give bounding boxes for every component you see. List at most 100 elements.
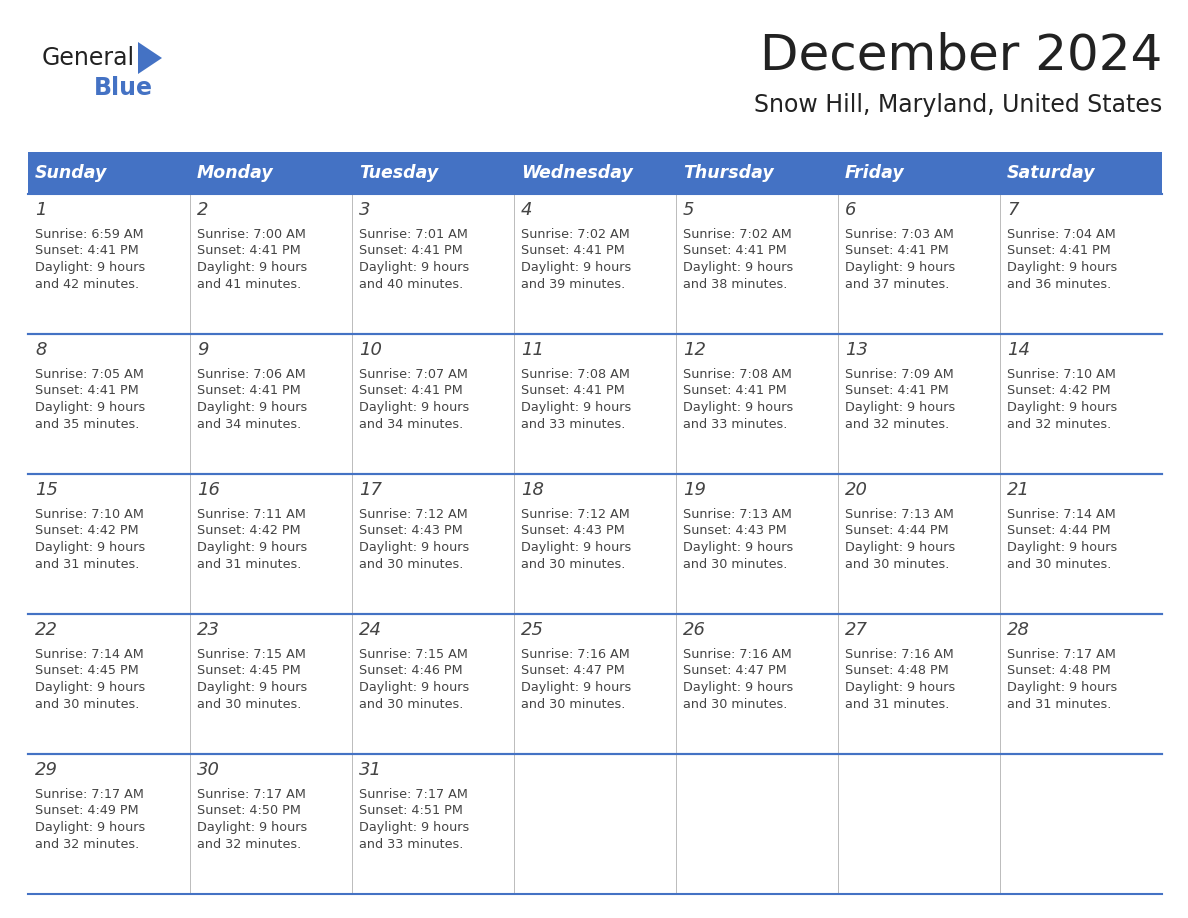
Text: Sunrise: 7:14 AM: Sunrise: 7:14 AM (34, 647, 144, 660)
Text: 29: 29 (34, 761, 58, 779)
Text: and 30 minutes.: and 30 minutes. (845, 558, 949, 572)
Text: and 33 minutes.: and 33 minutes. (683, 419, 788, 431)
Text: 26: 26 (683, 621, 706, 639)
Polygon shape (138, 42, 162, 74)
Text: Sunrise: 7:02 AM: Sunrise: 7:02 AM (522, 228, 630, 241)
Text: Daylight: 9 hours: Daylight: 9 hours (522, 262, 631, 274)
Bar (29, 334, 1162, 474)
Text: Daylight: 9 hours: Daylight: 9 hours (359, 401, 469, 415)
Text: and 30 minutes.: and 30 minutes. (683, 558, 788, 572)
Text: 7: 7 (1007, 201, 1018, 219)
Text: and 30 minutes.: and 30 minutes. (359, 699, 463, 711)
Text: Daylight: 9 hours: Daylight: 9 hours (845, 401, 955, 415)
Text: Sunset: 4:48 PM: Sunset: 4:48 PM (1007, 665, 1111, 677)
Text: 11: 11 (522, 341, 544, 359)
Text: Daylight: 9 hours: Daylight: 9 hours (359, 262, 469, 274)
Text: Daylight: 9 hours: Daylight: 9 hours (683, 401, 794, 415)
Bar (29, 754, 1162, 894)
Text: 8: 8 (34, 341, 46, 359)
Text: 13: 13 (845, 341, 868, 359)
Text: 28: 28 (1007, 621, 1030, 639)
Text: Sunset: 4:51 PM: Sunset: 4:51 PM (359, 804, 463, 818)
Text: Sunday: Sunday (34, 164, 107, 182)
Text: Daylight: 9 hours: Daylight: 9 hours (683, 262, 794, 274)
Text: Sunset: 4:41 PM: Sunset: 4:41 PM (34, 385, 139, 397)
Text: Sunset: 4:41 PM: Sunset: 4:41 PM (197, 385, 301, 397)
Text: 9: 9 (197, 341, 209, 359)
Text: Daylight: 9 hours: Daylight: 9 hours (34, 542, 145, 554)
Text: Sunset: 4:44 PM: Sunset: 4:44 PM (845, 524, 949, 538)
Text: Sunrise: 7:16 AM: Sunrise: 7:16 AM (845, 647, 954, 660)
Text: Sunset: 4:41 PM: Sunset: 4:41 PM (683, 244, 786, 258)
Text: Sunset: 4:50 PM: Sunset: 4:50 PM (197, 804, 301, 818)
Text: and 32 minutes.: and 32 minutes. (197, 838, 302, 852)
Text: and 31 minutes.: and 31 minutes. (1007, 699, 1112, 711)
Text: Sunrise: 7:16 AM: Sunrise: 7:16 AM (522, 647, 630, 660)
Text: and 32 minutes.: and 32 minutes. (1007, 419, 1111, 431)
Text: Sunrise: 7:16 AM: Sunrise: 7:16 AM (683, 647, 791, 660)
Text: 16: 16 (197, 481, 220, 499)
Text: Sunrise: 7:07 AM: Sunrise: 7:07 AM (359, 367, 468, 380)
Text: Sunset: 4:41 PM: Sunset: 4:41 PM (845, 385, 949, 397)
Text: Daylight: 9 hours: Daylight: 9 hours (683, 681, 794, 695)
Text: Daylight: 9 hours: Daylight: 9 hours (1007, 542, 1117, 554)
Text: Sunset: 4:43 PM: Sunset: 4:43 PM (683, 524, 786, 538)
Text: Sunrise: 7:10 AM: Sunrise: 7:10 AM (34, 508, 144, 521)
Text: Sunrise: 7:17 AM: Sunrise: 7:17 AM (1007, 647, 1116, 660)
Text: Sunset: 4:47 PM: Sunset: 4:47 PM (522, 665, 625, 677)
Text: Sunset: 4:49 PM: Sunset: 4:49 PM (34, 804, 139, 818)
Text: Sunrise: 7:15 AM: Sunrise: 7:15 AM (197, 647, 305, 660)
Text: Sunset: 4:41 PM: Sunset: 4:41 PM (1007, 244, 1111, 258)
Text: Blue: Blue (94, 76, 153, 100)
Text: and 32 minutes.: and 32 minutes. (34, 838, 139, 852)
Text: Sunrise: 7:02 AM: Sunrise: 7:02 AM (683, 228, 791, 241)
Text: 24: 24 (359, 621, 383, 639)
Text: Daylight: 9 hours: Daylight: 9 hours (197, 542, 308, 554)
Text: Sunset: 4:41 PM: Sunset: 4:41 PM (359, 385, 463, 397)
Text: Monday: Monday (197, 164, 273, 182)
Text: Daylight: 9 hours: Daylight: 9 hours (359, 822, 469, 834)
Text: 31: 31 (359, 761, 383, 779)
Text: Sunset: 4:41 PM: Sunset: 4:41 PM (359, 244, 463, 258)
Text: Sunrise: 7:06 AM: Sunrise: 7:06 AM (197, 367, 305, 380)
Text: Sunset: 4:47 PM: Sunset: 4:47 PM (683, 665, 786, 677)
Text: Sunset: 4:41 PM: Sunset: 4:41 PM (34, 244, 139, 258)
Text: Daylight: 9 hours: Daylight: 9 hours (34, 401, 145, 415)
Text: Daylight: 9 hours: Daylight: 9 hours (1007, 681, 1117, 695)
Text: General: General (42, 46, 135, 70)
Text: Sunset: 4:45 PM: Sunset: 4:45 PM (197, 665, 301, 677)
Text: 15: 15 (34, 481, 58, 499)
Text: Daylight: 9 hours: Daylight: 9 hours (522, 681, 631, 695)
Text: December 2024: December 2024 (760, 31, 1162, 79)
Text: Daylight: 9 hours: Daylight: 9 hours (522, 401, 631, 415)
Text: 21: 21 (1007, 481, 1030, 499)
Text: Sunrise: 7:12 AM: Sunrise: 7:12 AM (522, 508, 630, 521)
Text: and 33 minutes.: and 33 minutes. (522, 419, 625, 431)
Text: and 30 minutes.: and 30 minutes. (683, 699, 788, 711)
Text: Sunset: 4:41 PM: Sunset: 4:41 PM (683, 385, 786, 397)
Text: 22: 22 (34, 621, 58, 639)
Text: and 40 minutes.: and 40 minutes. (359, 278, 463, 292)
Text: 14: 14 (1007, 341, 1030, 359)
Text: and 35 minutes.: and 35 minutes. (34, 419, 139, 431)
Text: Sunset: 4:44 PM: Sunset: 4:44 PM (1007, 524, 1111, 538)
Text: Sunrise: 7:12 AM: Sunrise: 7:12 AM (359, 508, 468, 521)
Bar (29, 152, 1162, 194)
Text: Daylight: 9 hours: Daylight: 9 hours (1007, 401, 1117, 415)
Text: Friday: Friday (845, 164, 905, 182)
Text: Tuesday: Tuesday (359, 164, 438, 182)
Text: and 37 minutes.: and 37 minutes. (845, 278, 949, 292)
Text: Sunrise: 6:59 AM: Sunrise: 6:59 AM (34, 228, 144, 241)
Text: Sunset: 4:42 PM: Sunset: 4:42 PM (1007, 385, 1111, 397)
Text: Saturday: Saturday (1007, 164, 1095, 182)
Text: Sunset: 4:43 PM: Sunset: 4:43 PM (522, 524, 625, 538)
Text: and 30 minutes.: and 30 minutes. (522, 558, 625, 572)
Text: Daylight: 9 hours: Daylight: 9 hours (359, 681, 469, 695)
Text: Sunrise: 7:08 AM: Sunrise: 7:08 AM (522, 367, 630, 380)
Text: Daylight: 9 hours: Daylight: 9 hours (845, 262, 955, 274)
Text: Daylight: 9 hours: Daylight: 9 hours (197, 822, 308, 834)
Text: Sunrise: 7:17 AM: Sunrise: 7:17 AM (197, 788, 305, 800)
Text: Sunrise: 7:03 AM: Sunrise: 7:03 AM (845, 228, 954, 241)
Text: Sunset: 4:42 PM: Sunset: 4:42 PM (34, 524, 139, 538)
Text: and 30 minutes.: and 30 minutes. (197, 699, 302, 711)
